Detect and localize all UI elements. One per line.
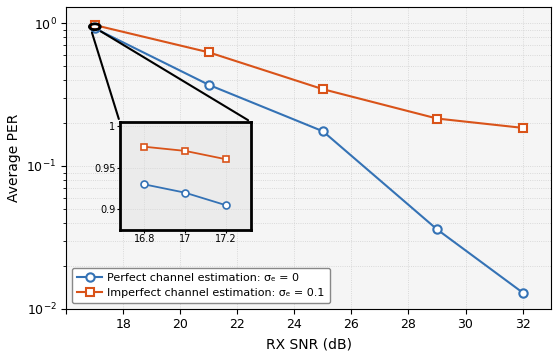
Perfect channel estimation: σₑ = 0: (32, 0.013): σₑ = 0: (32, 0.013) (519, 290, 526, 295)
Line: Imperfect channel estimation: σₑ = 0.1: Imperfect channel estimation: σₑ = 0.1 (90, 21, 527, 132)
Legend: Perfect channel estimation: σₑ = 0, Imperfect channel estimation: σₑ = 0.1: Perfect channel estimation: σₑ = 0, Impe… (72, 268, 330, 303)
Perfect channel estimation: σₑ = 0: (17, 0.92): σₑ = 0: (17, 0.92) (92, 26, 98, 30)
Line: Perfect channel estimation: σₑ = 0: Perfect channel estimation: σₑ = 0 (90, 24, 527, 297)
Imperfect channel estimation: σₑ = 0.1: (25, 0.345): σₑ = 0.1: (25, 0.345) (320, 87, 326, 91)
Imperfect channel estimation: σₑ = 0.1: (32, 0.185): σₑ = 0.1: (32, 0.185) (519, 126, 526, 130)
Y-axis label: Average PER: Average PER (7, 114, 21, 202)
Perfect channel estimation: σₑ = 0: (29, 0.036): σₑ = 0: (29, 0.036) (434, 227, 440, 232)
Imperfect channel estimation: σₑ = 0.1: (17, 0.97): σₑ = 0.1: (17, 0.97) (92, 23, 98, 27)
Perfect channel estimation: σₑ = 0: (25, 0.175): σₑ = 0: (25, 0.175) (320, 129, 326, 134)
Imperfect channel estimation: σₑ = 0.1: (29, 0.215): σₑ = 0.1: (29, 0.215) (434, 116, 440, 121)
Imperfect channel estimation: σₑ = 0.1: (21, 0.625): σₑ = 0.1: (21, 0.625) (205, 50, 212, 54)
Perfect channel estimation: σₑ = 0: (21, 0.37): σₑ = 0: (21, 0.37) (205, 83, 212, 87)
X-axis label: RX SNR (dB): RX SNR (dB) (266, 337, 352, 351)
